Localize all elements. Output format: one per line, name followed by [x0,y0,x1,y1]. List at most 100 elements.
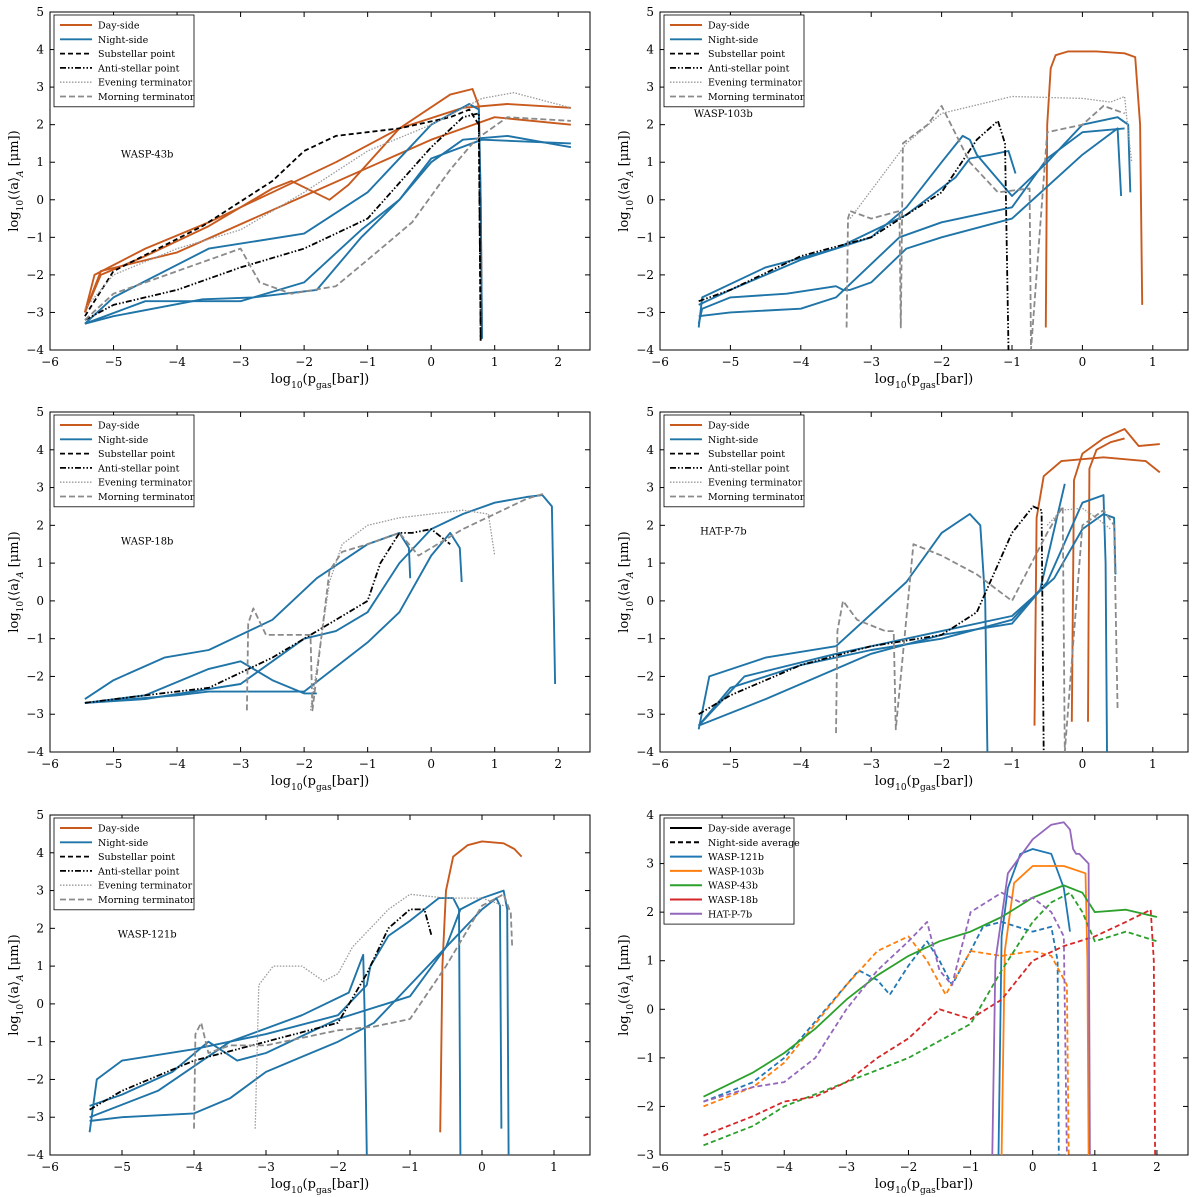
x-tick-label: −4 [168,757,186,771]
x-tick-label: −2 [933,355,951,369]
legend-label: Day-side [98,421,140,432]
panel-wasp-18b: −6 −5 −4 −3 −2 −1 0 1 2 −4 −3 −2 −1 0 1 2 3 4 5 log10(pgas[… [7,405,591,793]
panel-wasp-121b: −6 −5 −4 −3 −2 −1 0 1 −4 −3 −2 −1 0 1 2 3 4 5 log10(pgas[b… [7,808,591,1196]
x-tick-label: −1 [359,355,377,369]
y-axis-label: log10(⟨a⟩A [μm]) [7,934,26,1035]
legend-label: Substellar point [98,49,175,60]
legend-label: Anti-stellar point [707,63,790,74]
y-tick-label: 3 [646,80,654,94]
panel-comparison: −6 −5 −4 −3 −2 −1 0 1 2 −3 −2 −1 0 1 2 3 4 log10(pgas[bar… [617,808,1189,1196]
x-tick-label: −4 [185,1160,203,1174]
x-tick-label: 0 [427,757,435,771]
legend-label: Day-side average [708,824,791,835]
x-tick-label: −6 [41,757,59,771]
legend-label: Morning terminator [708,492,805,503]
legend-label: WASP-43b [708,881,758,892]
y-tick-label: 3 [646,857,654,871]
y-tick-label: 3 [646,481,654,495]
series-line-anti-stellar-point [84,112,482,343]
y-tick-label: 5 [646,5,654,19]
legend-label: Day-side [98,21,140,32]
series-line-evening-terminator [309,509,496,711]
axes-frame [659,11,1189,351]
legend: Day-side Night-side Substellar point Anti-s… [53,414,195,508]
y-tick-label: −2 [26,268,44,282]
y-tick-label: −1 [636,1051,654,1065]
x-tick-label: 1 [491,355,499,369]
y-tick-label: 3 [36,80,44,94]
y-tick-label: −1 [26,1035,44,1049]
x-tick-label: 2 [1153,1160,1161,1174]
series-line-night-side [698,116,1132,306]
legend-label: Night-side average [708,838,800,849]
x-tick-label: −3 [232,757,250,771]
panel-wasp-103b: −6 −5 −4 −3 −2 −1 0 1 −4 −3 −2 −1 0 1 2 3 4 5 log10(pgas[b… [617,5,1189,391]
legend-label: Day-side [708,21,750,32]
x-tick-label: 1 [491,757,499,771]
x-tick-label: 1 [1091,1160,1099,1174]
y-axis-label: log10(⟨a⟩A [μm]) [617,531,636,632]
y-tick-label: 4 [36,846,44,860]
legend-label: Morning terminator [708,92,805,103]
series-line-day-side [1087,437,1125,722]
legend-box [53,414,195,508]
y-tick-label: 0 [36,997,44,1011]
series-line-evening-terminator [84,92,572,310]
y-tick-label: 3 [36,481,44,495]
y-tick-label: 2 [646,905,654,919]
planet-label: WASP-43b [121,149,174,160]
legend: Day-side Night-side Substellar point Anti-s… [53,14,195,108]
series-line-hat-p-7b [991,821,1091,1155]
series-line-night-side [698,127,1125,318]
x-tick-label: −5 [722,757,740,771]
legend-label: Evening terminator [708,478,803,489]
x-tick-label: −1 [359,757,377,771]
y-tick-label: −4 [26,745,44,759]
series-line-anti-stellar-point [89,908,433,1111]
axes-frame [49,814,591,1156]
y-tick-label: 1 [646,556,654,570]
legend-label: WASP-18b [708,895,758,906]
axes-frame [49,411,591,753]
series-line-wasp-43b [703,891,1158,1147]
y-tick-label: 4 [36,443,44,457]
series-line-night-side [84,531,463,704]
x-tick-label: −5 [722,355,740,369]
series-line-wasp-121b [997,848,1071,1155]
series-line-night-side [697,483,1066,727]
y-axis-label: log10(⟨a⟩A [μm]) [7,531,26,632]
y-tick-label: 3 [36,884,44,898]
legend-label: Morning terminator [98,895,195,906]
series-line-wasp-18b [703,908,1156,1155]
x-tick-label: 0 [1079,355,1087,369]
x-tick-label: −1 [962,1160,980,1174]
y-tick-label: 1 [36,959,44,973]
y-tick-label: 0 [36,193,44,207]
legend-label: Substellar point [708,49,785,60]
x-tick-label: −2 [933,757,951,771]
y-tick-label: 5 [36,5,44,19]
legend-label: Anti-stellar point [97,463,180,474]
x-tick-label: −2 [295,757,313,771]
y-tick-label: −1 [26,632,44,646]
series-line-night-side [697,513,989,752]
y-tick-label: 5 [36,405,44,419]
y-tick-label: 1 [36,155,44,169]
legend-label: Anti-stellar point [707,463,790,474]
series-line-night-side [697,127,1123,324]
y-tick-label: −2 [636,268,654,282]
legend-label: Morning terminator [98,492,195,503]
legend-box [663,414,805,508]
y-tick-label: 1 [646,155,654,169]
y-tick-label: 0 [646,1002,654,1016]
x-axis-label: log10(pgas[bar]) [875,1177,973,1196]
series-line-wasp-103b [1000,865,1090,1155]
planet-label: HAT-P-7b [700,526,746,537]
legend-label: Day-side [708,421,750,432]
x-tick-label: 1 [1149,355,1157,369]
x-tick-label: −5 [113,1160,131,1174]
x-tick-label: −2 [900,1160,918,1174]
panel-wasp-43b: −6 −5 −4 −3 −2 −1 0 1 2 −4 −3 −2 −1 0 1 2 3 4 5 log10(pgas[… [7,5,591,391]
x-tick-label: −3 [257,1160,275,1174]
y-tick-label: 2 [646,118,654,132]
